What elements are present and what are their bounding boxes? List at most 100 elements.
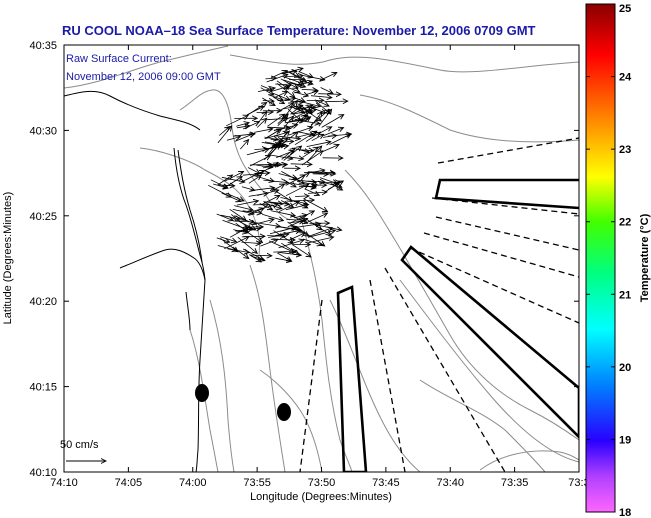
current-vector — [254, 222, 280, 227]
current-vector — [224, 237, 249, 250]
current-vector — [268, 202, 290, 204]
current-vector — [287, 219, 308, 228]
current-vector — [246, 149, 269, 156]
current-vector — [310, 110, 330, 126]
x-axis-label: Longitude (Degrees:Minutes) — [250, 491, 392, 503]
current-vector — [323, 128, 344, 136]
current-vector — [290, 105, 302, 115]
current-vector — [306, 146, 322, 162]
current-vector — [265, 146, 288, 150]
current-vector — [314, 224, 342, 231]
current-vector — [241, 242, 260, 244]
current-vector — [318, 94, 341, 95]
current-vector — [246, 231, 262, 243]
current-vector — [302, 238, 322, 245]
current-vector — [270, 210, 296, 216]
current-vector — [301, 89, 318, 90]
current-vector — [254, 129, 273, 133]
x-tick-label: 74:10 — [50, 477, 78, 489]
current-vector — [234, 205, 253, 211]
y-tick-label: 40:15 — [29, 382, 57, 394]
current-vector — [274, 230, 300, 237]
x-tick-label: 73:40 — [436, 477, 464, 489]
current-vector — [236, 126, 250, 128]
current-vector — [275, 258, 292, 261]
scale-label: 50 cm/s — [60, 439, 99, 451]
bathymetry-contours — [64, 45, 579, 472]
current-vector — [221, 192, 241, 202]
current-vector — [234, 134, 255, 142]
current-vector — [304, 188, 320, 195]
colorbar-tick-label: 19 — [619, 434, 631, 446]
current-vector — [291, 105, 313, 115]
current-vector — [260, 239, 278, 247]
current-vector — [249, 254, 261, 262]
current-vector — [301, 151, 323, 166]
current-vector — [269, 227, 297, 235]
current-vector — [217, 126, 232, 144]
current-vector — [292, 244, 311, 257]
current-vector — [322, 145, 339, 153]
current-vector — [229, 227, 249, 238]
current-vector — [262, 101, 274, 102]
current-vector — [308, 228, 332, 237]
current-vector — [277, 141, 294, 142]
current-vector — [306, 91, 318, 95]
current-vector — [297, 100, 320, 107]
current-vector — [269, 94, 283, 100]
colorbar-tick-label: 25 — [619, 3, 631, 15]
colorbar-tick-label: 21 — [619, 289, 631, 301]
current-vector — [226, 137, 240, 141]
station-dot — [195, 384, 209, 402]
current-vector — [237, 236, 257, 253]
current-vector — [303, 198, 327, 212]
current-vector — [226, 115, 248, 127]
current-vector — [271, 188, 293, 202]
current-vector — [320, 87, 333, 94]
current-vector — [225, 192, 244, 201]
current-vector — [277, 103, 293, 113]
current-vector — [321, 115, 344, 128]
current-vector — [236, 123, 249, 127]
current-vector — [308, 192, 327, 193]
current-vector — [247, 208, 264, 216]
current-vector — [293, 200, 315, 201]
current-vector — [264, 141, 284, 146]
x-tick-label: 73:50 — [308, 477, 336, 489]
current-vector — [278, 173, 297, 179]
current-vector — [265, 78, 276, 79]
x-tick-label: 73:55 — [243, 477, 271, 489]
figure-title: RU COOL NOAA–18 Sea Surface Temperature:… — [62, 23, 536, 38]
current-vector — [239, 140, 248, 150]
current-vector — [318, 109, 332, 127]
current-vector — [257, 88, 275, 92]
current-vector — [324, 182, 339, 193]
current-vector — [285, 184, 309, 197]
current-vector — [283, 76, 303, 77]
current-vector — [294, 131, 317, 146]
current-vector — [285, 205, 309, 211]
current-vector — [302, 147, 319, 158]
current-vector — [319, 73, 337, 81]
current-vector — [297, 173, 310, 180]
colorbar-tick-label: 18 — [619, 507, 631, 518]
x-tick-label: 73:3 — [568, 477, 589, 489]
current-vector — [224, 172, 244, 182]
current-vector — [213, 183, 228, 188]
current-vector — [295, 81, 312, 87]
colorbar-tick-label: 22 — [619, 217, 631, 229]
current-vector — [303, 75, 325, 80]
colorbar — [585, 3, 616, 513]
current-vector — [259, 203, 273, 210]
x-tick-label: 74:00 — [179, 477, 207, 489]
current-vector — [278, 240, 304, 249]
y-tick-label: 40:20 — [29, 296, 57, 308]
x-tick-label: 74:05 — [115, 477, 143, 489]
current-vector — [248, 175, 261, 184]
current-vector — [270, 154, 293, 159]
current-vector — [290, 233, 305, 240]
y-tick-label: 40:10 — [29, 467, 57, 479]
current-vector — [295, 196, 309, 197]
current-annotation-line2: November 12, 2006 09:00 GMT — [66, 71, 221, 83]
current-annotation-line1: Raw Surface Current: — [66, 53, 172, 65]
